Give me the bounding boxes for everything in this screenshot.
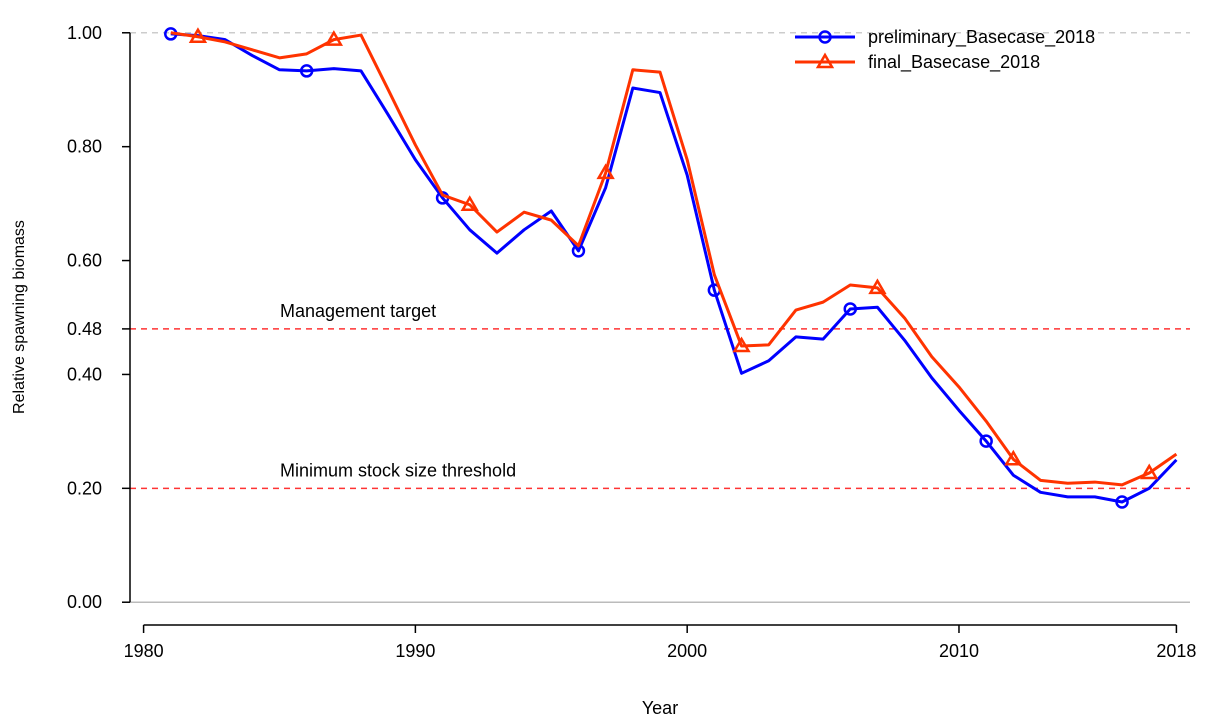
- x-axis-label: Year: [642, 698, 678, 718]
- y-tick-label: 0.20: [67, 478, 102, 498]
- data-point: [188, 27, 208, 44]
- x-tick-label: 2018: [1156, 641, 1196, 661]
- data-point: [843, 302, 858, 316]
- x-tick-label: 1990: [395, 641, 435, 661]
- data-point: [732, 336, 751, 353]
- data-point: [979, 434, 993, 448]
- series-line: [170, 31, 1178, 487]
- y-axis-label: Relative spawning biomass: [11, 220, 28, 414]
- legend-marker: [815, 52, 835, 69]
- y-tick-label: 0.60: [67, 251, 102, 271]
- data-point: [299, 64, 314, 78]
- data-point: [1115, 495, 1129, 509]
- x-tick-label: 1980: [124, 641, 164, 661]
- data-point: [324, 30, 344, 46]
- data-point: [596, 163, 615, 180]
- legend-label: preliminary_Basecase_2018: [868, 27, 1095, 48]
- data-point: [868, 278, 887, 295]
- data-point: [1004, 449, 1023, 466]
- y-tick-label: 0.40: [67, 364, 102, 384]
- y-tick-label: 0.00: [67, 592, 102, 612]
- y-tick-label: 0.80: [67, 137, 102, 157]
- x-tick-label: 2010: [939, 641, 979, 661]
- legend-marker: [818, 30, 832, 44]
- legend-label: final_Basecase_2018: [868, 52, 1040, 73]
- y-tick-label: 1.00: [67, 23, 102, 43]
- data-point: [460, 195, 479, 211]
- data-point: [1140, 463, 1159, 480]
- reference-label: Management target: [280, 301, 436, 321]
- y-tick-label: 0.48: [67, 319, 102, 339]
- x-tick-label: 2000: [667, 641, 707, 661]
- reference-label: Minimum stock size threshold: [280, 460, 516, 480]
- series-line: [170, 32, 1178, 504]
